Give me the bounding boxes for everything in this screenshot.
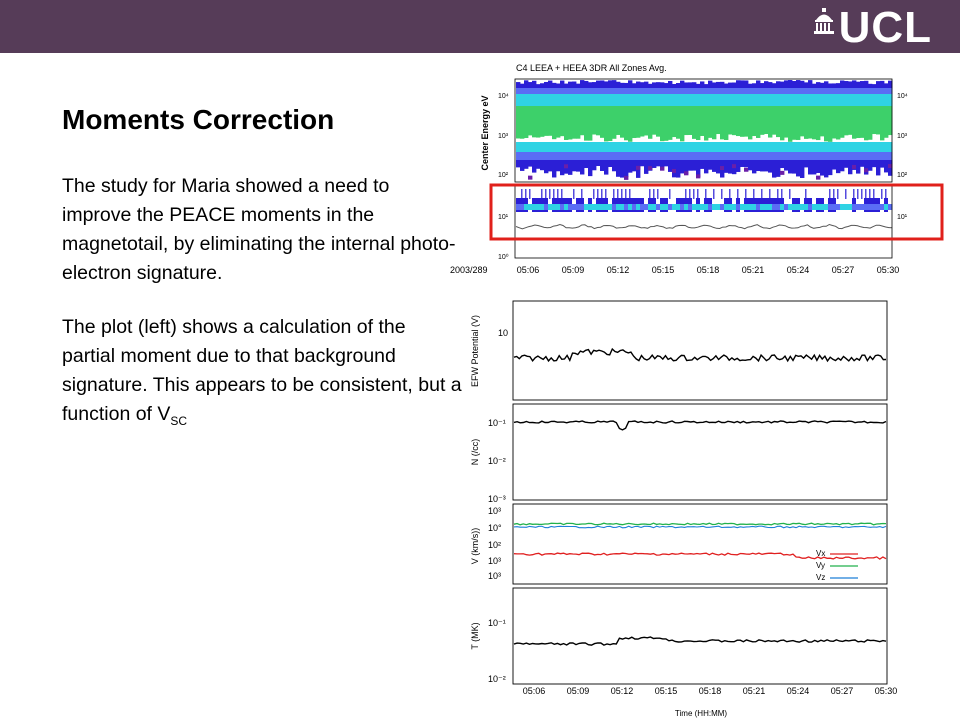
vy-line (513, 522, 887, 526)
slide-title: Moments Correction (62, 104, 335, 135)
panel-v-tick-4: 10³ (488, 556, 501, 566)
panel-v-frame (512, 503, 888, 585)
panel-t-ylabel: T (MK) (470, 622, 480, 649)
spec-x-tick-label: 05:24 (787, 265, 810, 275)
spec-right-tick-4: 10¹ (897, 214, 908, 221)
panel-v-tick-1: 10³ (488, 506, 501, 516)
spec-x-tick-label: 05:21 (742, 265, 765, 275)
panel-n-ylabel: N (/cc) (470, 439, 480, 466)
density-line (513, 420, 887, 431)
moments-x-tick-label: 05:27 (831, 686, 854, 696)
panel-density: N (/cc) 10⁻¹ 10⁻² 10⁻³ (470, 403, 888, 504)
panel-t-frame (512, 587, 888, 685)
panel-t-tick-2: 10⁻² (488, 674, 506, 684)
spec-x-tick-label: 05:12 (607, 265, 630, 275)
subscript-sc: SC (170, 414, 188, 428)
spec-left-tick-2: 10³ (498, 133, 509, 140)
paragraph-plot-text: The plot (left) shows a calculation of t… (62, 316, 462, 425)
spectrogram-data (515, 80, 893, 230)
spec-left-tick-3: 10² (498, 172, 509, 179)
moments-x-tick-label: 05:18 (699, 686, 722, 696)
spectrogram-title: C4 LEEA + HEEA 3DR All Zones Avg. (516, 63, 667, 73)
spectrogram-ylabel: Center Energy eV (480, 95, 490, 170)
moments-x-tick-label: 05:21 (743, 686, 766, 696)
header-bar: UCL (0, 0, 960, 53)
panel-v-tick-2: 10° (488, 523, 502, 533)
panel-n-frame (512, 403, 888, 501)
spec-x-tick-label: 05:27 (832, 265, 855, 275)
panel-v-ylabel: V (km/s)) (470, 528, 480, 565)
vz-line (513, 525, 887, 529)
panel-v-tick-5: 10³ (488, 571, 501, 581)
moments-xlabel: Time (HH:MM) (675, 709, 727, 718)
ucl-logo: UCL (813, 4, 932, 52)
spectrogram-right-ticks: 10⁴ 10³ 10² 10¹ (897, 93, 908, 221)
spectrogram-date: 2003/289 (450, 265, 488, 275)
panel-v-tick-3: 10² (488, 540, 501, 550)
paragraph-plot-description: The plot (left) shows a calculation of t… (62, 313, 462, 436)
highlight-box (489, 183, 944, 241)
panel-efw: EFW Potential (V) 10 (470, 300, 888, 401)
panel-n-tick-3: 10⁻³ (488, 494, 506, 504)
legend-vx-label: Vx (816, 549, 825, 558)
portico-dome-icon (813, 8, 834, 34)
panel-velocity: V (km/s)) 10³ 10° 10² 10³ 10³ Vx Vy Vz (470, 503, 888, 585)
panel-n-tick-2: 10⁻² (488, 456, 506, 466)
moments-x-tick-label: 05:30 (875, 686, 898, 696)
moments-x-ticks: 05:06 05:09 05:12 05:15 05:18 05:21 05:24 05:27… (523, 686, 898, 696)
moments-figure: EFW Potential (V) 10 N (/cc) 10⁻¹ 10⁻² 1… (470, 300, 898, 718)
spec-left-tick-1: 10⁴ (498, 93, 509, 100)
vx-line (513, 552, 887, 560)
panel-efw-tick: 10 (498, 328, 508, 338)
spec-right-tick-2: 10³ (897, 133, 908, 140)
moments-x-tick-label: 05:06 (523, 686, 546, 696)
spectrogram-lower-frame (514, 185, 893, 259)
panel-n-tick-1: 10⁻¹ (488, 418, 506, 428)
paragraph-study: The study for Maria showed a need to imp… (62, 175, 456, 284)
moments-x-tick-label: 05:15 (655, 686, 678, 696)
panel-temperature: T (MK) 10⁻¹ 10⁻² (470, 587, 888, 685)
spectrogram-upper-frame (514, 78, 893, 183)
spec-x-tick-label: 05:06 (517, 265, 540, 275)
temperature-line (513, 636, 887, 646)
spectrogram-left-ticks: 10⁴ 10³ 10² 10¹ 10⁰ (498, 93, 509, 261)
panel-efw-frame (512, 300, 888, 401)
spectrogram-x-ticks: 05:06 05:09 05:12 05:15 05:18 05:21 05:24 05:27… (517, 265, 900, 275)
moments-x-tick-label: 05:24 (787, 686, 810, 696)
spec-right-tick-1: 10⁴ (897, 93, 908, 100)
panel-efw-ylabel: EFW Potential (V) (470, 315, 480, 387)
legend-vz-label: Vz (816, 573, 825, 582)
efw-potential-line (513, 347, 887, 363)
velocity-legend: Vx Vy Vz (816, 549, 858, 582)
spec-left-tick-5: 10⁰ (498, 253, 509, 261)
panel-t-tick-1: 10⁻¹ (488, 618, 506, 628)
legend-vy-label: Vy (816, 561, 825, 570)
moments-x-tick-label: 05:09 (567, 686, 590, 696)
spec-x-tick-label: 05:09 (562, 265, 585, 275)
spec-right-tick-3: 10² (897, 172, 908, 179)
logo-wordmark: UCL (838, 3, 932, 52)
spec-x-tick-label: 05:15 (652, 265, 675, 275)
spec-x-tick-label: 05:30 (877, 265, 900, 275)
spectrogram-figure: C4 LEEA + HEEA 3DR All Zones Avg. Center… (450, 63, 944, 275)
spec-left-tick-4: 10¹ (498, 214, 509, 221)
moments-x-tick-label: 05:12 (611, 686, 634, 696)
spec-x-tick-label: 05:18 (697, 265, 720, 275)
